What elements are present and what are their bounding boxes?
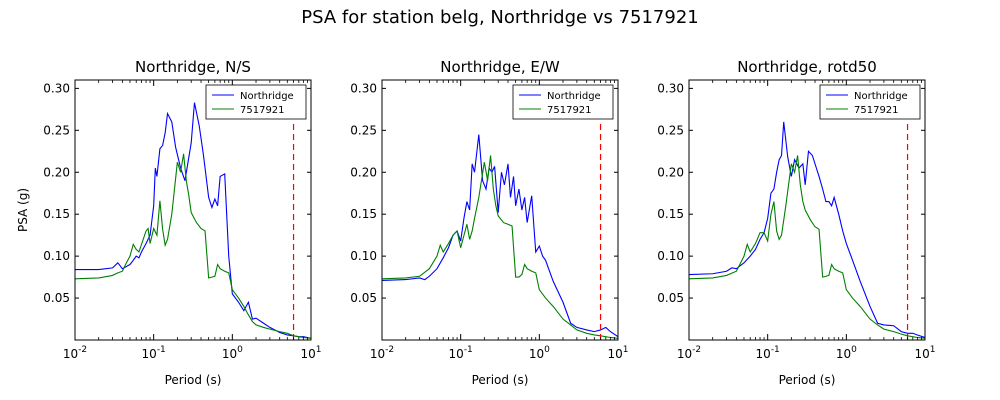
panel-title: Northridge, E/W [440, 58, 560, 76]
legend-entry-label: 7517921 [854, 105, 899, 116]
legend-box [205, 84, 307, 120]
x-tick-label: 100 [222, 345, 243, 361]
y-axis-label: PSA (g) [16, 188, 30, 232]
y-tick-label: 0.25 [657, 123, 684, 137]
y-tick-label: 0.20 [43, 165, 70, 179]
x-axis-label: Period (s) [472, 373, 529, 387]
panel-title: Northridge, N/S [135, 58, 251, 76]
x-tick-label: 10-2 [677, 345, 701, 361]
x-axis-label: Period (s) [165, 373, 222, 387]
x-tick-label: 10-2 [63, 345, 87, 361]
chart-panel-1: Northridge, N/S 0.05 0.10 0.15 0.20 0.25 0.30 1… [16, 58, 322, 387]
legend: Northridge 7517921 [819, 84, 921, 120]
legend-entry-label: 7517921 [547, 105, 592, 116]
x-tick-label: 101 [914, 345, 935, 361]
y-tick-label: 0.25 [43, 123, 70, 137]
x-tick-label: 100 [529, 345, 550, 361]
y-tick-label: 0.15 [350, 207, 377, 221]
series-line-northridge [75, 102, 311, 339]
y-tick-label: 0.15 [657, 207, 684, 221]
legend-entry-label: Northridge [547, 91, 601, 102]
axes-frame [74, 79, 312, 341]
series-line-simulation [689, 155, 925, 339]
series-line-northridge [382, 134, 618, 338]
y-tick-label: 0.15 [43, 207, 70, 221]
y-tick-label: 0.20 [657, 165, 684, 179]
legend: Northridge 7517921 [512, 84, 614, 120]
series-line-simulation [382, 155, 618, 339]
series-line-simulation [75, 153, 311, 339]
x-tick-label: 100 [836, 345, 857, 361]
x-tick-label: 10-1 [449, 345, 473, 361]
y-tick-label: 0.10 [657, 249, 684, 263]
y-tick-label: 0.20 [350, 165, 377, 179]
x-tick-label: 10-1 [142, 345, 166, 361]
y-tick-label: 0.05 [350, 291, 377, 305]
chart-panel-3: Northridge, rotd50 0.05 0.10 0.15 0.20 0.25 0.… [657, 58, 935, 387]
figure-suptitle: PSA for station belg, Northridge vs 7517… [301, 7, 698, 28]
y-tick-label: 0.10 [43, 249, 70, 263]
legend-box [512, 84, 614, 120]
legend-entry-label: Northridge [854, 91, 908, 102]
x-tick-label: 101 [300, 345, 321, 361]
series-line-northridge [689, 121, 925, 339]
legend-box [819, 84, 921, 120]
axes-frame [381, 79, 619, 341]
y-tick-label: 0.30 [657, 81, 684, 95]
y-tick-label: 0.25 [350, 123, 377, 137]
x-tick-label: 101 [607, 345, 628, 361]
legend: Northridge 7517921 [205, 84, 307, 120]
y-tick-label: 0.05 [657, 291, 684, 305]
series-group [75, 102, 311, 339]
x-tick-label: 10-2 [370, 345, 394, 361]
panel-title: Northridge, rotd50 [737, 58, 877, 76]
legend-entry-label: 7517921 [240, 105, 285, 116]
series-group [689, 121, 925, 339]
y-tick-label: 0.10 [350, 249, 377, 263]
x-axis-label: Period (s) [779, 373, 836, 387]
y-tick-label: 0.05 [43, 291, 70, 305]
y-tick-label: 0.30 [43, 81, 70, 95]
legend-entry-label: Northridge [240, 91, 294, 102]
axes-frame [688, 79, 926, 341]
chart-panel-2: Northridge, E/W 0.05 0.10 0.15 0.20 0.25 0.30 1… [350, 58, 628, 387]
x-tick-label: 10-1 [756, 345, 780, 361]
series-group [382, 134, 618, 339]
y-tick-label: 0.30 [350, 81, 377, 95]
